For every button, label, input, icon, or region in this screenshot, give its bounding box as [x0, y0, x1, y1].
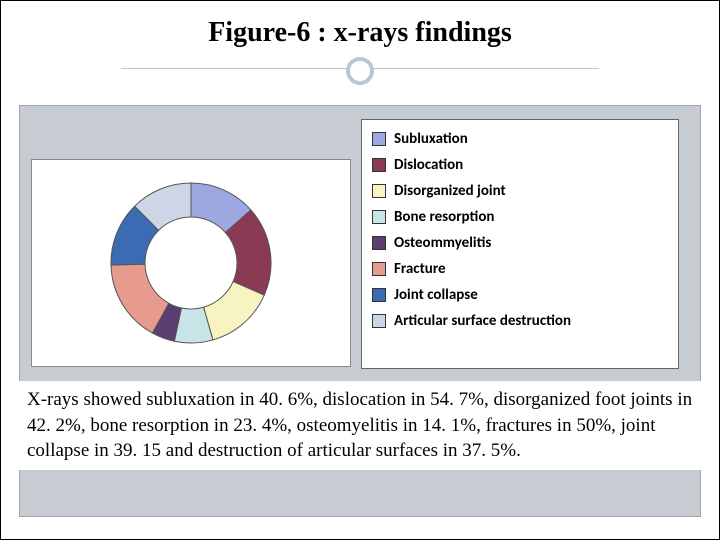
legend-item: Disorganized joint — [370, 178, 670, 204]
legend-label: Subluxation — [394, 130, 468, 148]
legend-swatch — [372, 210, 386, 224]
legend-swatch — [372, 288, 386, 302]
caption-text: X-rays showed subluxation in 40. 6%, dis… — [11, 381, 709, 470]
legend-swatch — [372, 158, 386, 172]
legend-item: Joint collapse — [370, 282, 670, 308]
legend-swatch — [372, 132, 386, 146]
legend-label: Dislocation — [394, 156, 463, 174]
legend-item: Subluxation — [370, 126, 670, 152]
legend-item: Bone resorption — [370, 204, 670, 230]
title-area: Figure-6 : x-rays findings — [1, 1, 719, 93]
legend-item: Osteommyelitis — [370, 230, 670, 256]
legend-item: Fracture — [370, 256, 670, 282]
legend-label: Disorganized joint — [394, 182, 506, 200]
legend-card: Subluxation Dislocation Disorganized joint… — [361, 119, 679, 369]
legend-swatch — [372, 184, 386, 198]
legend-swatch — [372, 236, 386, 250]
legend-label: Osteommyelitis — [394, 234, 491, 252]
donut-chart — [106, 178, 276, 348]
divider-circle-icon — [346, 57, 374, 85]
title-divider — [61, 53, 659, 85]
legend-label: Bone resorption — [394, 208, 494, 226]
legend-swatch — [372, 314, 386, 328]
legend-label: Fracture — [394, 260, 446, 278]
legend-label: Articular surface destruction — [394, 312, 571, 330]
slide: Figure-6 : x-rays findings Subluxation Di… — [0, 0, 720, 540]
legend-item: Dislocation — [370, 152, 670, 178]
chart-card — [31, 159, 351, 367]
figure-title: Figure-6 : x-rays findings — [61, 17, 659, 49]
legend-label: Joint collapse — [394, 286, 478, 304]
donut-svg — [106, 178, 276, 348]
legend-swatch — [372, 262, 386, 276]
legend-item: Articular surface destruction — [370, 308, 670, 334]
